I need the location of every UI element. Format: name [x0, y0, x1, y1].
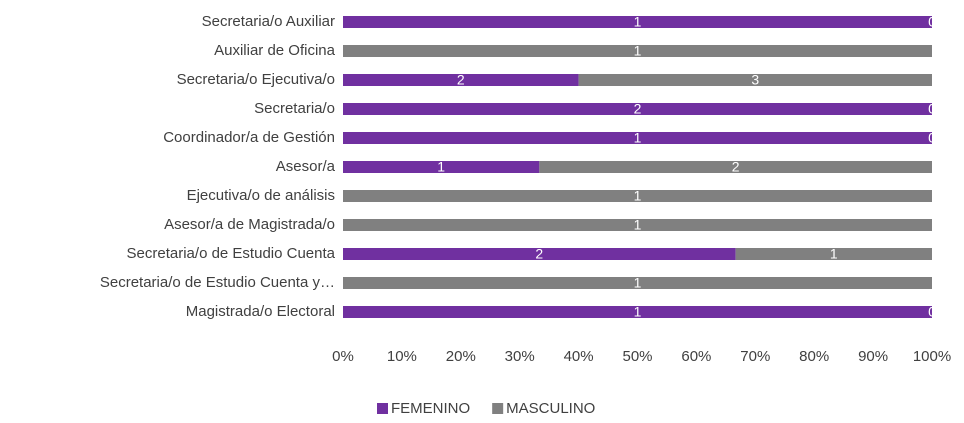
y-tick-label: Asesor/a de Magistrada/o [164, 216, 335, 233]
data-label: 3 [751, 72, 759, 88]
bar-segment [343, 248, 736, 260]
bar-segment [539, 161, 932, 173]
x-tick-label: 10% [387, 348, 417, 365]
bar-segment [343, 219, 932, 231]
bar-segment [343, 306, 932, 318]
legend-label: MASCULINO [506, 400, 595, 417]
bar-segment [343, 45, 932, 57]
x-tick-label: 0% [332, 348, 354, 365]
legend-swatch [492, 403, 504, 414]
y-tick-label: Secretaria/o Auxiliar [202, 13, 335, 30]
x-tick-label: 60% [681, 348, 711, 365]
data-label: 2 [457, 72, 465, 88]
bar-segment [343, 132, 932, 144]
y-tick-label: Auxiliar de Oficina [214, 42, 336, 59]
data-label: 1 [830, 246, 838, 262]
bar-segment [735, 248, 932, 260]
x-tick-label: 20% [446, 348, 476, 365]
legend-label: FEMENINO [391, 400, 470, 417]
data-label: 0 [928, 130, 936, 146]
x-tick-label: 100% [913, 348, 951, 365]
y-tick-label: Ejecutiva/o de análisis [187, 187, 335, 204]
data-label: 0 [928, 14, 936, 30]
data-label: 1 [634, 304, 642, 320]
bar-segment [343, 277, 932, 289]
bar-segment [578, 74, 932, 86]
x-tick-label: 90% [858, 348, 888, 365]
bar-segment [343, 161, 540, 173]
bar-segment [343, 74, 579, 86]
data-label: 2 [732, 159, 740, 175]
data-label: 1 [634, 217, 642, 233]
x-tick-label: 30% [505, 348, 535, 365]
y-tick-label: Secretaria/o [254, 100, 335, 117]
data-label: 2 [535, 246, 543, 262]
data-label: 1 [437, 159, 445, 175]
x-tick-label: 50% [622, 348, 652, 365]
data-label: 1 [634, 43, 642, 59]
data-label: 1 [634, 130, 642, 146]
x-tick-label: 70% [740, 348, 770, 365]
x-tick-label: 40% [564, 348, 594, 365]
y-tick-label: Secretaria/o de Estudio Cuenta y… [100, 274, 335, 291]
bar-segment [343, 190, 932, 202]
x-tick-label: 80% [799, 348, 829, 365]
data-label: 1 [634, 275, 642, 291]
bar-segment [343, 16, 932, 28]
y-tick-label: Magistrada/o Electoral [186, 303, 335, 320]
y-tick-label: Asesor/a [276, 158, 336, 175]
y-tick-label: Coordinador/a de Gestión [163, 129, 335, 146]
y-tick-label: Secretaria/o de Estudio Cuenta [127, 245, 336, 262]
data-label: 1 [634, 14, 642, 30]
legend-swatch [377, 403, 388, 414]
data-label: 2 [634, 101, 642, 117]
bar-segment [343, 103, 932, 115]
data-label: 0 [928, 304, 936, 320]
y-tick-label: Secretaria/o Ejecutiva/o [177, 71, 335, 88]
data-label: 0 [928, 101, 936, 117]
data-label: 1 [634, 188, 642, 204]
